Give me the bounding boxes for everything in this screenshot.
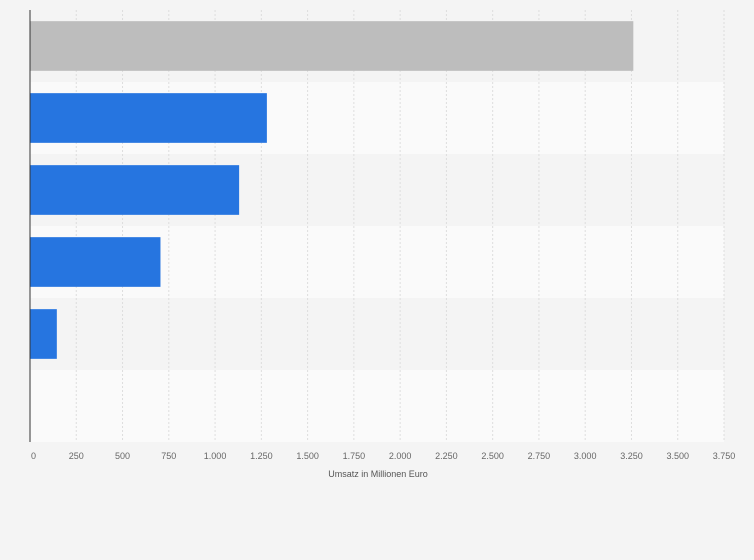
x-tick-label: 2.000 (389, 451, 412, 461)
x-tick-label: 2.250 (435, 451, 458, 461)
x-tick-label: 2.750 (528, 451, 551, 461)
bar (30, 165, 240, 215)
x-tick-labels: 0 250 500 750 1.000 1.250 1.500 1.750 2.000 2.250… (31, 451, 735, 461)
row-band (30, 370, 724, 442)
bar (30, 237, 161, 287)
row-bands (30, 10, 724, 442)
x-tick-label: 1.250 (250, 451, 273, 461)
x-tick-label: 3.500 (666, 451, 689, 461)
x-tick-label: 3.000 (574, 451, 597, 461)
x-tick-label: 1.750 (343, 451, 366, 461)
bar (30, 93, 267, 143)
x-tick-label: 3.750 (713, 451, 736, 461)
bars (30, 21, 634, 359)
row-band (30, 298, 724, 370)
gridlines (75, 10, 725, 442)
x-tick-label: 500 (115, 451, 130, 461)
x-tick-label: 2.500 (481, 451, 504, 461)
x-tick-label: 1.000 (204, 451, 227, 461)
x-tick-label: 1.500 (296, 451, 319, 461)
bar (30, 21, 634, 71)
x-tick-label: 250 (69, 451, 84, 461)
x-axis-title: Umsatz in Millionen Euro (328, 469, 428, 479)
x-tick-label: 0 (31, 451, 36, 461)
x-tick-label: 3.250 (620, 451, 643, 461)
x-tick-label: 750 (161, 451, 176, 461)
bar (30, 309, 57, 359)
